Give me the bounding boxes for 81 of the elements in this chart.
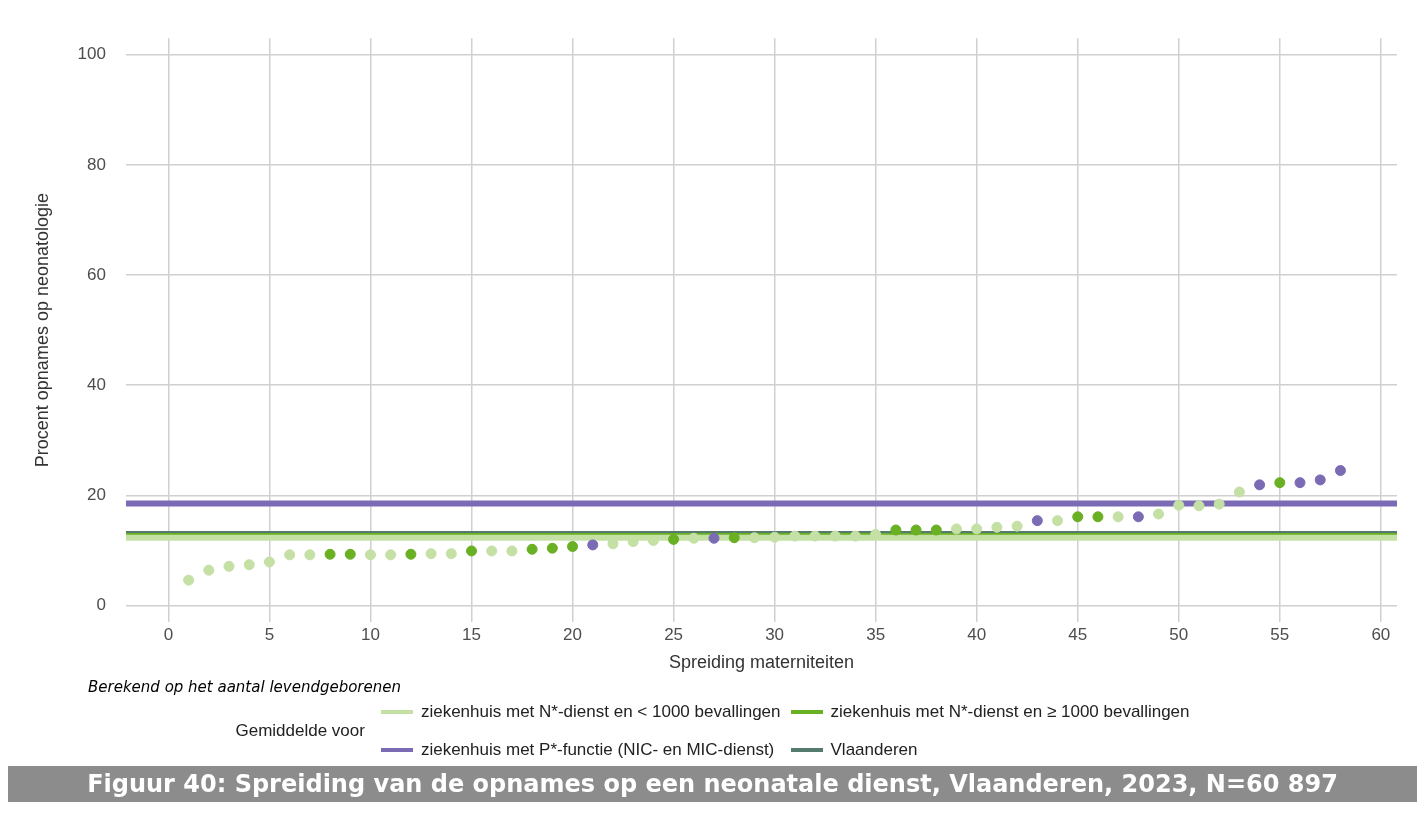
point — [971, 523, 983, 535]
point — [1173, 499, 1185, 511]
y-axis-title: Procent opnames op neonatologie — [31, 193, 52, 468]
point — [1153, 508, 1165, 520]
y-tick-label: 40 — [87, 374, 106, 394]
point — [364, 549, 376, 561]
point — [1314, 474, 1326, 486]
point — [668, 533, 680, 545]
point — [304, 549, 316, 561]
point — [708, 532, 720, 544]
legend-title: Gemiddelde voor — [235, 721, 365, 741]
y-tick-label: 60 — [87, 264, 106, 284]
point — [688, 532, 700, 544]
point — [526, 543, 538, 555]
x-tick-label: 60 — [1371, 624, 1391, 644]
x-tick-label: 50 — [1169, 624, 1189, 644]
point — [1112, 511, 1124, 523]
point — [1233, 486, 1245, 498]
x-tick-label: 30 — [765, 624, 785, 644]
point — [506, 545, 518, 557]
point — [223, 560, 235, 572]
point — [546, 542, 558, 554]
x-axis-title: Spreiding materniteiten — [668, 652, 855, 673]
point — [1031, 515, 1043, 527]
point — [1132, 511, 1144, 523]
x-tick-label: 25 — [664, 624, 684, 644]
point — [1193, 500, 1205, 512]
point — [1294, 477, 1306, 489]
y-tick-label: 80 — [87, 154, 106, 174]
point — [203, 564, 215, 576]
point — [1072, 511, 1084, 523]
point — [486, 545, 498, 557]
legend-label: ziekenhuis met N*-dienst en < 1000 bevallingen — [420, 702, 781, 722]
point — [809, 530, 821, 542]
point — [1254, 479, 1266, 491]
point — [910, 524, 922, 536]
point — [890, 524, 902, 536]
point — [445, 548, 457, 560]
point — [385, 549, 397, 561]
point — [425, 548, 437, 560]
point — [950, 523, 962, 535]
legend-label: ziekenhuis met N*-dienst en ≥ 1000 bevallingen — [830, 702, 1190, 722]
x-tick-label: 15 — [462, 624, 481, 644]
y-tick-label: 20 — [87, 485, 106, 505]
x-tick-label: 35 — [866, 624, 886, 644]
point — [1011, 520, 1023, 532]
point — [1274, 477, 1286, 489]
point — [769, 531, 781, 543]
x-tick-label: 40 — [967, 624, 987, 644]
y-tick-label: 100 — [77, 44, 106, 64]
point — [1092, 511, 1104, 523]
point — [567, 541, 579, 553]
point — [183, 574, 195, 586]
point — [587, 539, 599, 551]
point — [829, 530, 841, 542]
point — [284, 549, 296, 561]
point — [1213, 498, 1225, 510]
point — [1052, 515, 1064, 527]
x-tick-label: 10 — [361, 624, 380, 644]
point — [324, 548, 336, 560]
legend-label: ziekenhuis met P*-functie (NIC- en MIC-dienst) — [420, 740, 775, 760]
text: Berekend op het aantal levendgeborenen — [88, 678, 402, 696]
x-tick-label: 5 — [264, 624, 275, 644]
point — [1334, 465, 1346, 477]
x-tick-label: 0 — [163, 624, 174, 644]
point — [930, 524, 942, 536]
point — [405, 548, 417, 560]
x-tick-label: 20 — [563, 624, 583, 644]
y-tick-label: 0 — [96, 595, 106, 615]
text: Figuur 40: Spreiding van de opnames op een neonatale dienst, Vlaanderen, 2023, N=60 897 — [8, 766, 1417, 802]
point — [263, 556, 275, 568]
point — [243, 559, 255, 571]
point — [344, 548, 356, 560]
x-tick-label: 55 — [1270, 624, 1290, 644]
point — [991, 521, 1003, 533]
point — [728, 532, 740, 544]
legend-label: Vlaanderen — [830, 740, 918, 760]
point — [466, 545, 478, 557]
point — [789, 530, 801, 542]
point — [849, 530, 861, 542]
x-tick-label: 45 — [1068, 624, 1088, 644]
